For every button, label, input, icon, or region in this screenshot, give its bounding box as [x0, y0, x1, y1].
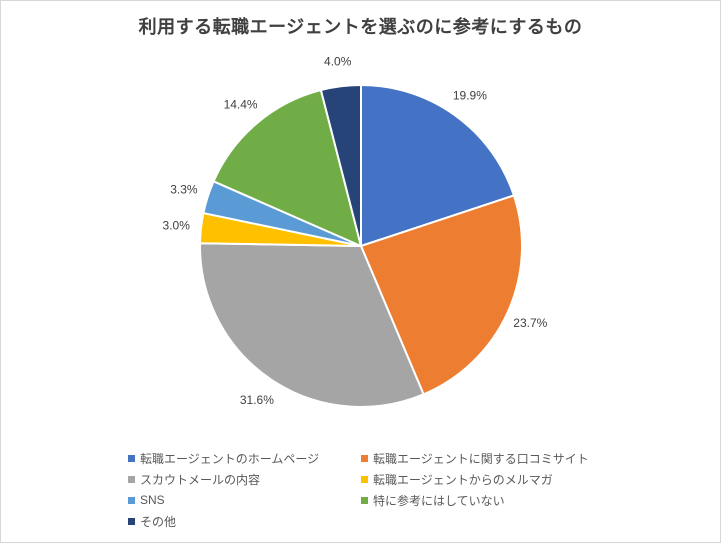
data-label-5: 14.4% — [224, 97, 258, 111]
pie-slice-0 — [360, 84, 515, 247]
pie-slice-1 — [360, 194, 523, 396]
pie-slice-6 — [319, 84, 362, 247]
data-label-0: 19.9% — [453, 88, 487, 102]
pie-slice-5 — [212, 89, 362, 247]
data-label-3: 3.0% — [163, 218, 191, 232]
data-label-4: 3.3% — [170, 182, 198, 196]
data-label-1: 23.7% — [513, 316, 547, 330]
data-label-2: 31.6% — [240, 393, 274, 407]
pie-slice-2 — [199, 242, 425, 408]
chart-title: 利用する転職エージェントを選ぶのに参考にするもの — [138, 17, 583, 37]
data-label-6: 4.0% — [324, 55, 352, 69]
